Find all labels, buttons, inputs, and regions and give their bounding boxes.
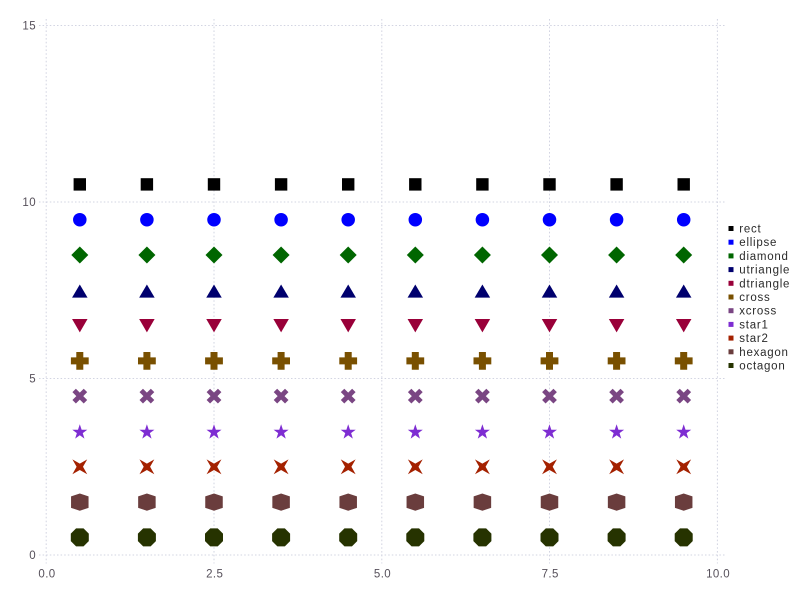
svg-text:rect: rect — [739, 224, 761, 236]
svg-text:diamond: diamond — [739, 251, 788, 263]
svg-text:7.5: 7.5 — [542, 568, 559, 580]
svg-text:15: 15 — [22, 21, 36, 33]
svg-text:star2: star2 — [739, 333, 768, 345]
svg-text:dtriangle: dtriangle — [739, 278, 790, 290]
svg-text:utriangle: utriangle — [739, 265, 790, 277]
svg-text:5.0: 5.0 — [374, 568, 391, 580]
svg-text:ellipse: ellipse — [739, 237, 777, 249]
svg-text:0: 0 — [29, 550, 36, 562]
svg-text:5: 5 — [29, 374, 36, 386]
svg-text:0.0: 0.0 — [38, 568, 55, 580]
svg-text:octagon: octagon — [739, 361, 785, 373]
svg-text:2.5: 2.5 — [206, 568, 223, 580]
svg-text:10.0: 10.0 — [706, 568, 730, 580]
svg-text:hexagon: hexagon — [739, 347, 788, 359]
svg-text:star1: star1 — [739, 319, 768, 331]
svg-text:cross: cross — [739, 292, 770, 304]
svg-text:10: 10 — [22, 197, 36, 209]
svg-text:xcross: xcross — [739, 306, 777, 318]
